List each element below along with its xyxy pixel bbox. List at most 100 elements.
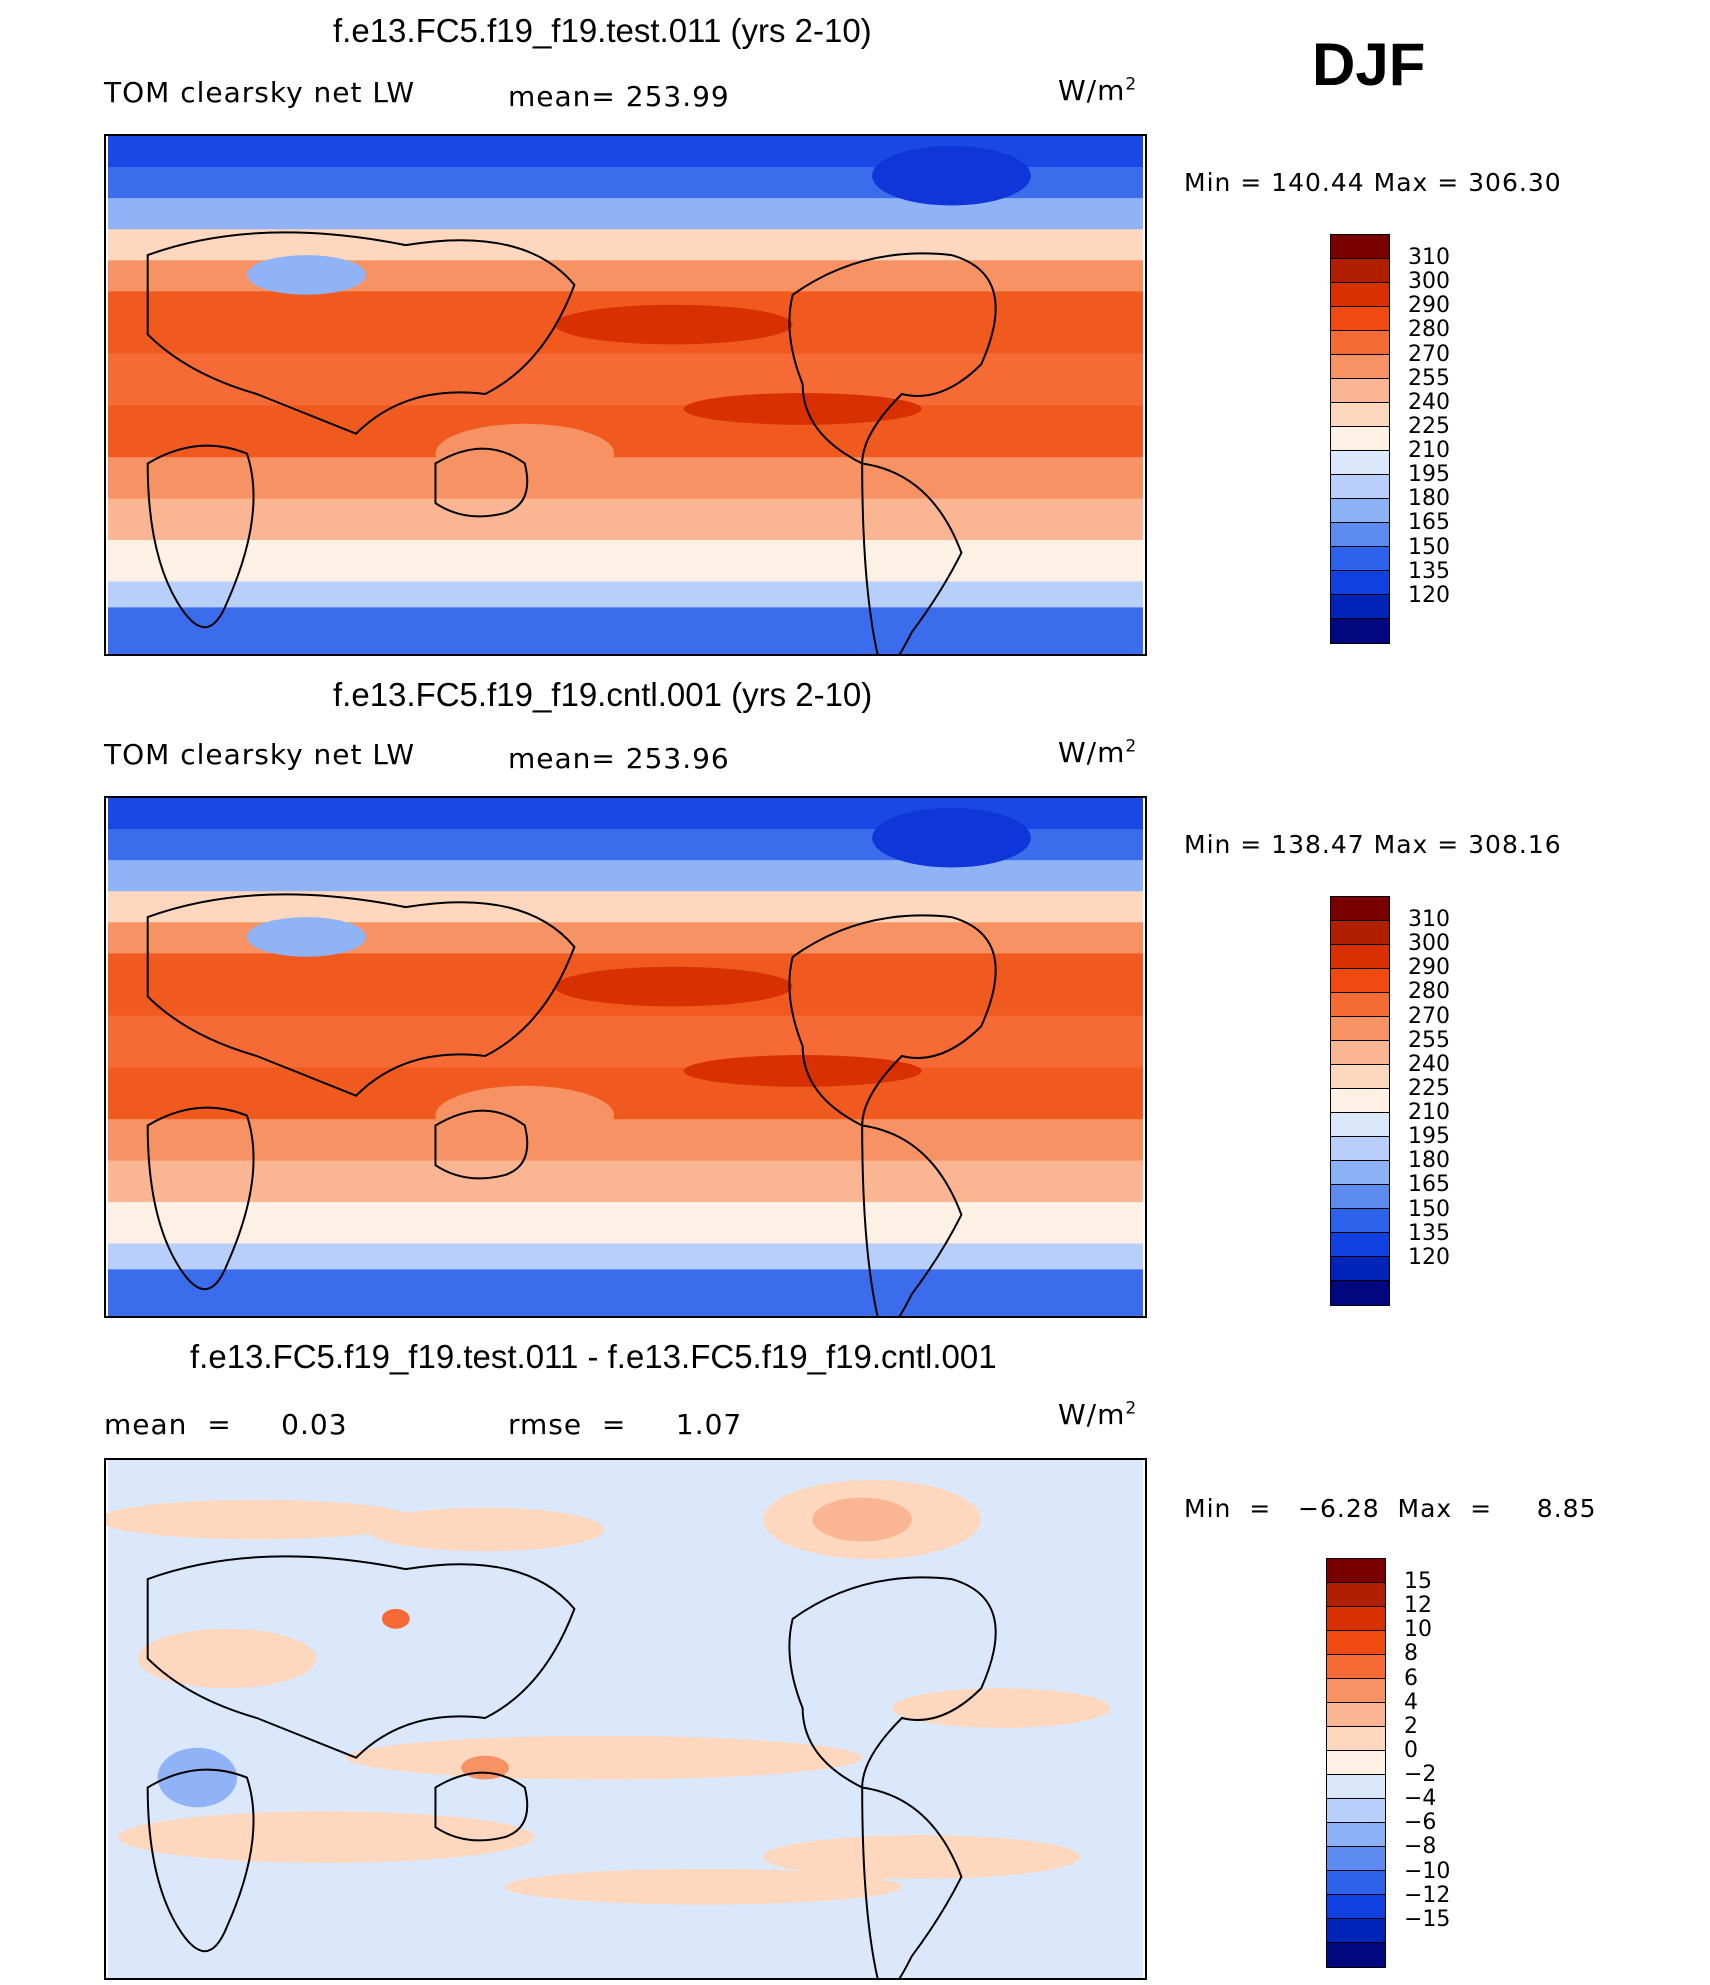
colorbar-tick-label: 180 [1408, 486, 1450, 512]
panel-3-mean-label: mean = 0.03 [104, 1408, 348, 1441]
colorbar-tick-label: 300 [1408, 931, 1450, 957]
panel-1-map [104, 134, 1147, 656]
panel-3-units: W/m2 [1058, 1398, 1138, 1431]
colorbar-swatch [1327, 1607, 1385, 1631]
panel-3-colorbar-labels: 15 12 10 8 6 4 2 0 −2 −4 −6 −8 −10 −12 −15 [1404, 1558, 1504, 1968]
colorbar-tick-label: 255 [1408, 365, 1450, 391]
colorbar-swatch [1331, 427, 1389, 451]
colorbar-swatch [1331, 571, 1389, 595]
colorbar-swatch [1331, 403, 1389, 427]
colorbar-tick-label: −2 [1404, 1762, 1437, 1788]
colorbar-tick-label: 300 [1408, 269, 1450, 295]
colorbar-tick-label: 8 [1404, 1641, 1418, 1667]
colorbar-swatch [1327, 1919, 1385, 1943]
panel-1-title: f.e13.FC5.f19_f19.test.011 (yrs 2-10) [333, 12, 872, 49]
map-field [106, 1460, 1144, 1978]
colorbar-swatch [1331, 993, 1389, 1017]
colorbar-swatch [1327, 1775, 1385, 1799]
panel-2-title: f.e13.FC5.f19_f19.cntl.001 (yrs 2-10) [333, 676, 873, 713]
panel-3-minmax: Min = −6.28 Max = 8.85 [1184, 1494, 1597, 1523]
panel-3-map [104, 1458, 1147, 1980]
panel-2-mean-label: mean= 253.96 [508, 742, 730, 775]
colorbar-swatch [1327, 1631, 1385, 1655]
colorbar-swatch [1331, 379, 1389, 403]
panel-3-rmse-label: rmse = 1.07 [508, 1408, 743, 1441]
colorbar-swatch [1327, 1823, 1385, 1847]
colorbar-swatch [1331, 1137, 1389, 1161]
colorbar-tick-label: 310 [1408, 245, 1450, 271]
colorbar-swatch [1331, 523, 1389, 547]
colorbar-swatch [1331, 969, 1389, 993]
colorbar-swatch [1331, 499, 1389, 523]
colorbar-swatch [1331, 451, 1389, 475]
colorbar-swatch [1331, 1041, 1389, 1065]
panel-1-mean-label: mean= 253.99 [508, 80, 730, 113]
colorbar-swatch [1331, 1281, 1389, 1305]
colorbar-tick-label: 165 [1408, 510, 1450, 536]
colorbar-swatch [1327, 1583, 1385, 1607]
panel-2-units: W/m2 [1058, 736, 1138, 769]
colorbar-tick-label: 2 [1404, 1713, 1418, 1739]
colorbar-swatch [1327, 1727, 1385, 1751]
colorbar-tick-label: 195 [1408, 1124, 1450, 1150]
colorbar-tick-label: 120 [1408, 582, 1450, 608]
colorbar-tick-label: 135 [1408, 1220, 1450, 1246]
panel-1-colorbar [1330, 234, 1390, 644]
colorbar-tick-label: 270 [1408, 1003, 1450, 1029]
colorbar-tick-label: 225 [1408, 413, 1450, 439]
colorbar-tick-label: −10 [1404, 1858, 1451, 1884]
colorbar-tick-label: 195 [1408, 462, 1450, 488]
panel-1-variable-label: TOM clearsky net LW [104, 76, 416, 109]
panel-1-minmax: Min = 140.44 Max = 306.30 [1184, 168, 1562, 197]
colorbar-tick-label: −4 [1404, 1786, 1437, 1812]
colorbar-swatch [1331, 1089, 1389, 1113]
colorbar-tick-label: 0 [1404, 1737, 1418, 1763]
colorbar-swatch [1327, 1871, 1385, 1895]
colorbar-swatch [1331, 235, 1389, 259]
season-label: DJF [1312, 31, 1426, 98]
colorbar-swatch [1327, 1703, 1385, 1727]
colorbar-tick-label: 210 [1408, 438, 1450, 464]
colorbar-tick-label: −12 [1404, 1882, 1451, 1908]
colorbar-tick-label: −6 [1404, 1810, 1437, 1836]
colorbar-tick-label: 240 [1408, 389, 1450, 415]
colorbar-swatch [1327, 1799, 1385, 1823]
colorbar-swatch [1331, 1257, 1389, 1281]
colorbar-swatch [1331, 475, 1389, 499]
colorbar-swatch [1331, 355, 1389, 379]
colorbar-swatch [1331, 595, 1389, 619]
colorbar-swatch [1331, 283, 1389, 307]
colorbar-swatch [1327, 1847, 1385, 1871]
colorbar-tick-label: 280 [1408, 979, 1450, 1005]
colorbar-tick-label: 150 [1408, 1196, 1450, 1222]
colorbar-tick-label: 255 [1408, 1027, 1450, 1053]
colorbar-tick-label: 120 [1408, 1244, 1450, 1270]
colorbar-swatch [1327, 1679, 1385, 1703]
colorbar-swatch [1331, 1161, 1389, 1185]
colorbar-swatch [1331, 1017, 1389, 1041]
colorbar-swatch [1331, 307, 1389, 331]
colorbar-swatch [1331, 259, 1389, 283]
colorbar-tick-label: 165 [1408, 1172, 1450, 1198]
colorbar-tick-label: 15 [1404, 1569, 1432, 1595]
colorbar-swatch [1331, 945, 1389, 969]
panel-3-colorbar [1326, 1558, 1386, 1968]
colorbar-swatch [1327, 1943, 1385, 1967]
colorbar-tick-label: 290 [1408, 293, 1450, 319]
colorbar-tick-label: 240 [1408, 1051, 1450, 1077]
colorbar-tick-label: −8 [1404, 1834, 1437, 1860]
colorbar-tick-label: 225 [1408, 1075, 1450, 1101]
colorbar-swatch [1327, 1895, 1385, 1919]
colorbar-swatch [1331, 619, 1389, 643]
colorbar-swatch [1327, 1751, 1385, 1775]
map-field [107, 798, 1144, 1316]
panel-3-title: f.e13.FC5.f19_f19.test.011 - f.e13.FC5.f… [190, 1338, 997, 1375]
colorbar-swatch [1331, 1233, 1389, 1257]
colorbar-tick-label: 290 [1408, 955, 1450, 981]
colorbar-tick-label: 280 [1408, 317, 1450, 343]
colorbar-tick-label: 150 [1408, 534, 1450, 560]
colorbar-swatch [1331, 547, 1389, 571]
colorbar-tick-label: 270 [1408, 341, 1450, 367]
colorbar-tick-label: 310 [1408, 907, 1450, 933]
colorbar-swatch [1327, 1559, 1385, 1583]
